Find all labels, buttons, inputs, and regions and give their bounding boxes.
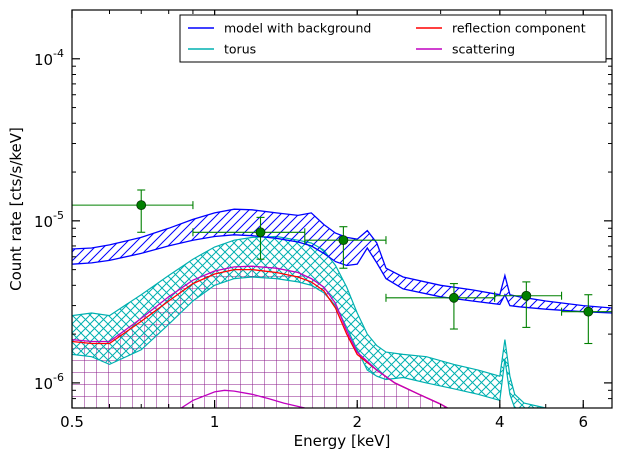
legend-label: model with background: [224, 21, 371, 36]
data-point: [494, 281, 563, 328]
legend: model with background reflection componen…: [179, 14, 607, 63]
data-point: [304, 226, 387, 269]
legend-entry: reflection component: [416, 21, 586, 36]
data-marker: [521, 290, 532, 301]
data-point: [561, 294, 612, 345]
x-tick-label: 4: [495, 413, 505, 431]
legend-entry: torus: [188, 42, 256, 57]
data-marker: [136, 200, 147, 211]
legend-label: scattering: [452, 42, 515, 57]
plot-frame: [71, 9, 613, 409]
plot-area: [72, 208, 612, 408]
data-point: [385, 283, 496, 330]
data-point: [72, 189, 194, 233]
legend-entry: model with background: [188, 21, 371, 36]
data-marker: [449, 292, 459, 303]
y-tick-label: 10-4: [34, 47, 64, 69]
data-marker: [583, 306, 594, 317]
legend-label: reflection component: [452, 21, 586, 36]
scattering-lower-line: [180, 389, 305, 408]
x-tick-label: 6: [578, 413, 588, 431]
x-axis-label: Energy [keV]: [294, 432, 391, 450]
data-points: [72, 189, 612, 345]
scattering-line: [72, 265, 448, 408]
legend-box: [179, 14, 607, 63]
data-marker: [255, 227, 266, 238]
y-tick-label: 10-6: [34, 371, 64, 393]
x-tick-label: 1: [210, 413, 220, 431]
y-axis-label: Count rate [cts/s/keV]: [7, 127, 25, 291]
model-band: [72, 208, 612, 314]
y-tick-label: 10-5: [34, 209, 64, 231]
legend-entry: scattering: [416, 42, 515, 57]
axis-ticks: 0.5 1 2 4 6 10-6 10-5 10-4: [34, 9, 612, 431]
data-point: [192, 216, 306, 260]
x-tick-label: 2: [352, 413, 362, 431]
x-tick-label: 0.5: [60, 413, 84, 431]
data-marker: [338, 235, 349, 246]
legend-label: torus: [224, 42, 256, 57]
